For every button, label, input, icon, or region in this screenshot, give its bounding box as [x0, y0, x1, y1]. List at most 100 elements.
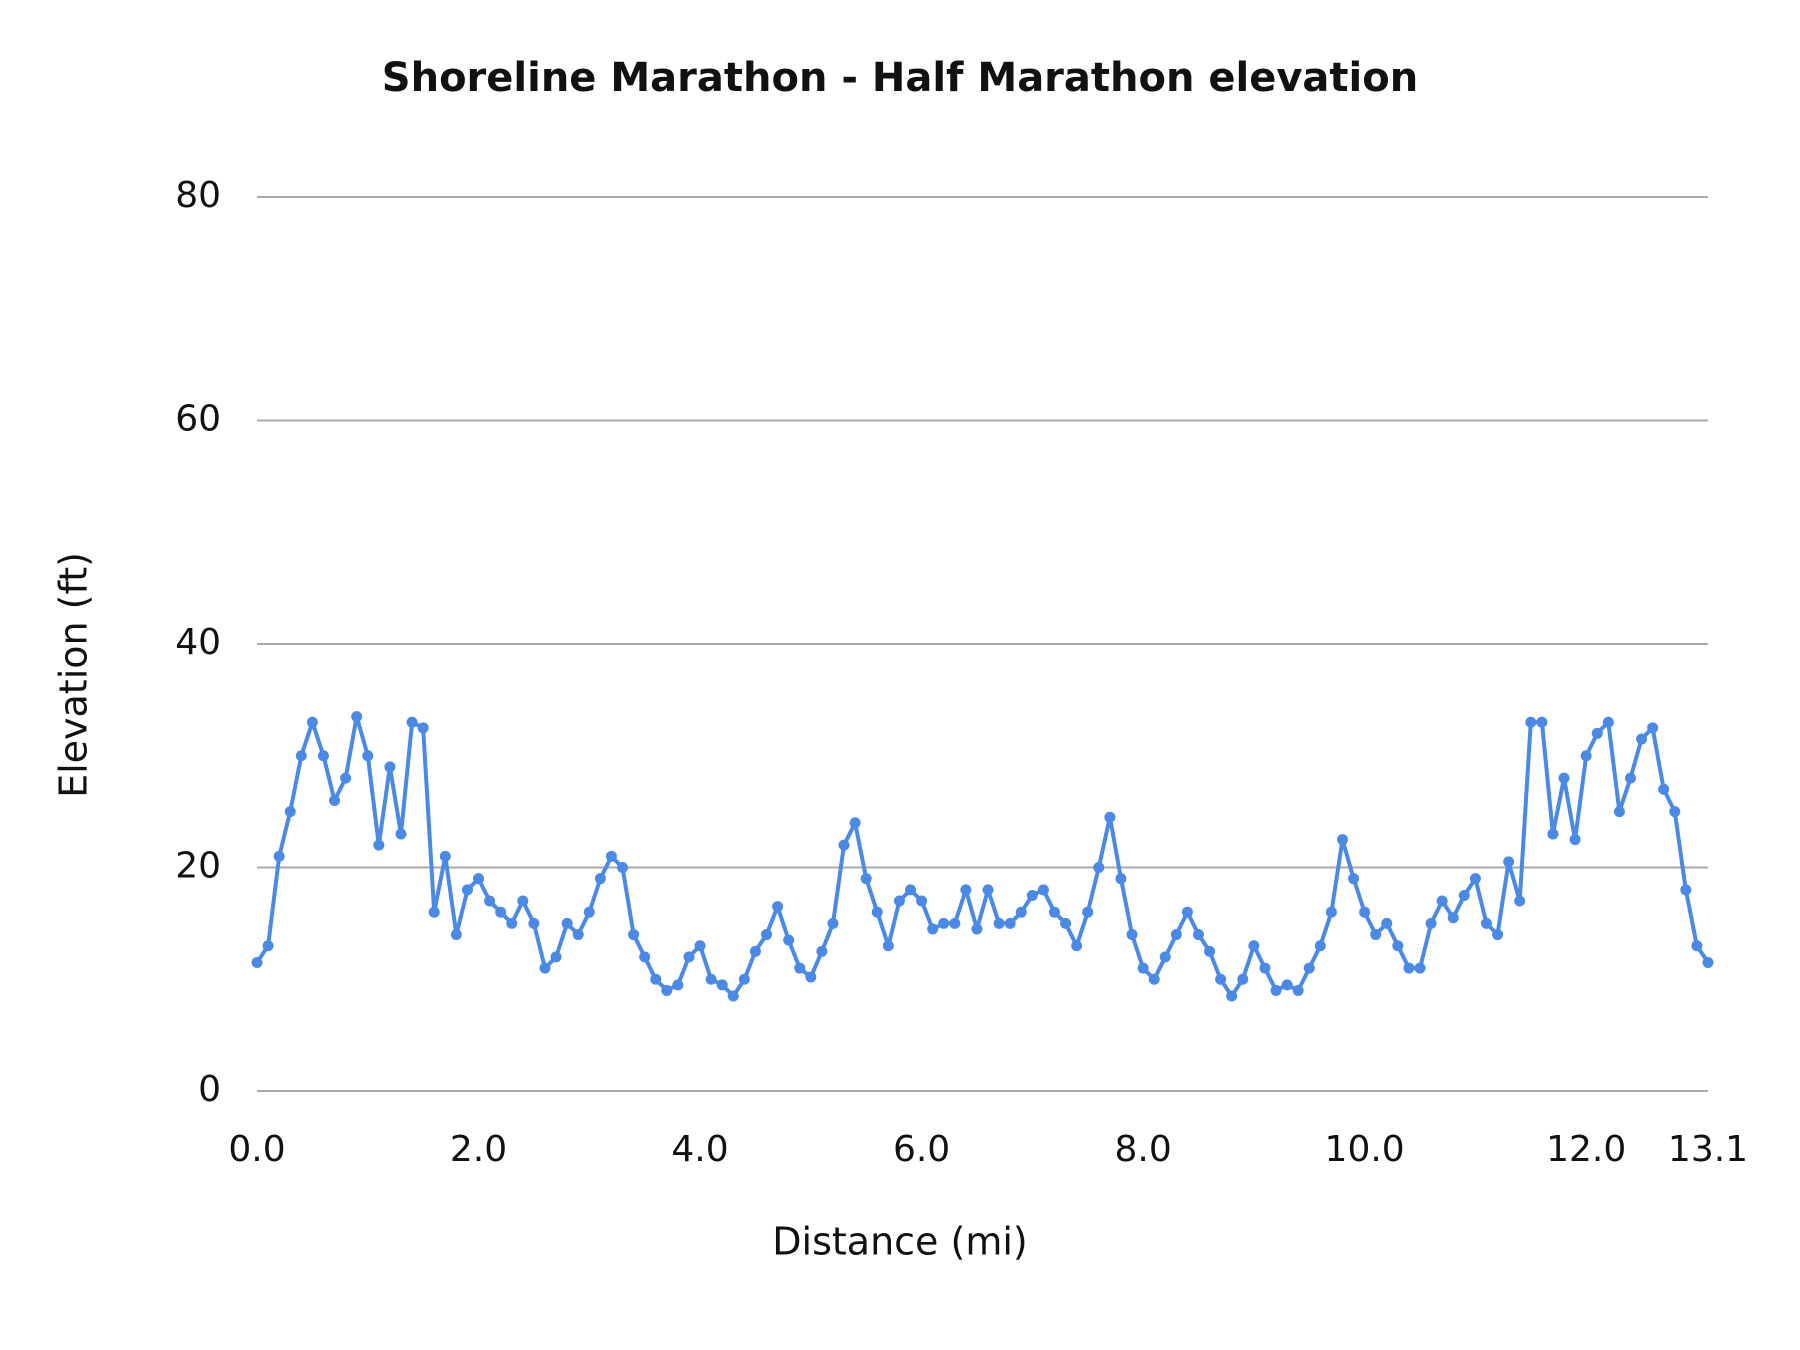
y-axis-title: Elevation (ft) — [52, 552, 96, 798]
data-point — [1226, 990, 1238, 1002]
data-point — [860, 873, 872, 885]
data-point — [905, 884, 917, 896]
data-point — [1237, 973, 1249, 985]
data-point — [727, 990, 739, 1002]
y-tick-label: 0 — [198, 1069, 221, 1110]
data-point — [506, 917, 518, 929]
data-point — [1569, 834, 1581, 846]
x-tick-label: 6.0 — [893, 1129, 950, 1170]
data-point — [251, 956, 263, 968]
data-point — [1314, 940, 1326, 952]
data-point — [273, 850, 285, 862]
data-point — [484, 895, 496, 907]
data-point — [1015, 906, 1027, 918]
data-point — [1303, 962, 1315, 974]
data-point — [384, 761, 396, 773]
data-point — [572, 929, 584, 941]
data-point — [617, 862, 629, 873]
data-point — [1159, 951, 1171, 963]
data-point — [1602, 716, 1614, 728]
data-point — [1381, 917, 1393, 929]
data-point — [1536, 716, 1548, 728]
data-point — [1348, 873, 1360, 885]
x-tick-label: 8.0 — [1114, 1129, 1171, 1170]
data-point — [1591, 727, 1603, 739]
data-point — [1691, 940, 1703, 952]
data-point — [605, 850, 617, 862]
data-point — [1104, 811, 1116, 823]
data-point — [351, 711, 363, 723]
chart-title: Shoreline Marathon - Half Marathon eleva… — [382, 55, 1418, 101]
data-point — [1215, 973, 1227, 985]
x-tick-label: 0.0 — [228, 1129, 285, 1170]
data-point — [960, 884, 972, 896]
y-tick-label: 80 — [175, 175, 221, 216]
data-point — [1525, 716, 1537, 728]
data-point — [1359, 906, 1371, 918]
data-point — [306, 716, 318, 728]
data-point — [594, 873, 606, 885]
data-point — [650, 973, 662, 985]
data-point — [1492, 929, 1504, 941]
data-point — [683, 951, 695, 963]
data-point — [849, 817, 861, 829]
data-point — [1137, 962, 1149, 974]
data-point — [916, 895, 928, 907]
data-point — [550, 951, 562, 963]
data-point — [1259, 962, 1271, 974]
data-point — [517, 895, 529, 907]
data-point — [1624, 772, 1636, 784]
data-point — [1082, 906, 1094, 918]
data-point — [1292, 984, 1304, 996]
data-point — [871, 906, 883, 918]
data-point — [661, 984, 673, 996]
data-point — [528, 917, 540, 929]
data-point — [428, 906, 440, 918]
data-point — [1480, 917, 1492, 929]
data-point — [395, 828, 407, 840]
data-point — [1403, 962, 1415, 974]
data-point — [772, 901, 784, 913]
data-point — [362, 750, 374, 762]
data-point — [761, 929, 773, 941]
data-point — [1702, 956, 1714, 968]
data-point — [1658, 783, 1670, 795]
data-point — [1425, 917, 1437, 929]
data-point — [1503, 856, 1515, 868]
data-point — [1458, 889, 1470, 901]
x-tick-label: 10.0 — [1325, 1129, 1405, 1170]
data-point — [1170, 929, 1182, 941]
data-point — [738, 973, 750, 985]
x-tick-label: 4.0 — [671, 1129, 728, 1170]
data-point — [1514, 895, 1526, 907]
y-tick-label: 20 — [175, 846, 221, 887]
data-point — [949, 917, 961, 929]
data-point — [1669, 806, 1681, 818]
data-point — [1336, 834, 1348, 846]
data-point — [1192, 929, 1204, 941]
data-point — [1325, 906, 1337, 918]
data-point — [1004, 917, 1016, 929]
data-point — [1647, 722, 1659, 734]
data-point — [284, 806, 296, 818]
data-point — [1392, 940, 1404, 952]
data-point — [1270, 984, 1282, 996]
data-point — [805, 971, 817, 983]
data-point — [1148, 973, 1160, 985]
data-point — [783, 934, 795, 946]
data-point — [1469, 873, 1481, 885]
y-tick-label: 40 — [175, 622, 221, 663]
data-point — [1204, 945, 1216, 957]
data-point — [1248, 940, 1260, 952]
data-point — [1026, 889, 1038, 901]
data-point — [373, 839, 385, 851]
data-point — [672, 979, 684, 991]
data-point — [749, 945, 761, 957]
data-point — [716, 979, 728, 991]
data-point — [705, 973, 717, 985]
data-point — [317, 750, 329, 762]
data-point — [628, 929, 640, 941]
data-point — [450, 929, 462, 941]
data-point — [1613, 806, 1625, 818]
